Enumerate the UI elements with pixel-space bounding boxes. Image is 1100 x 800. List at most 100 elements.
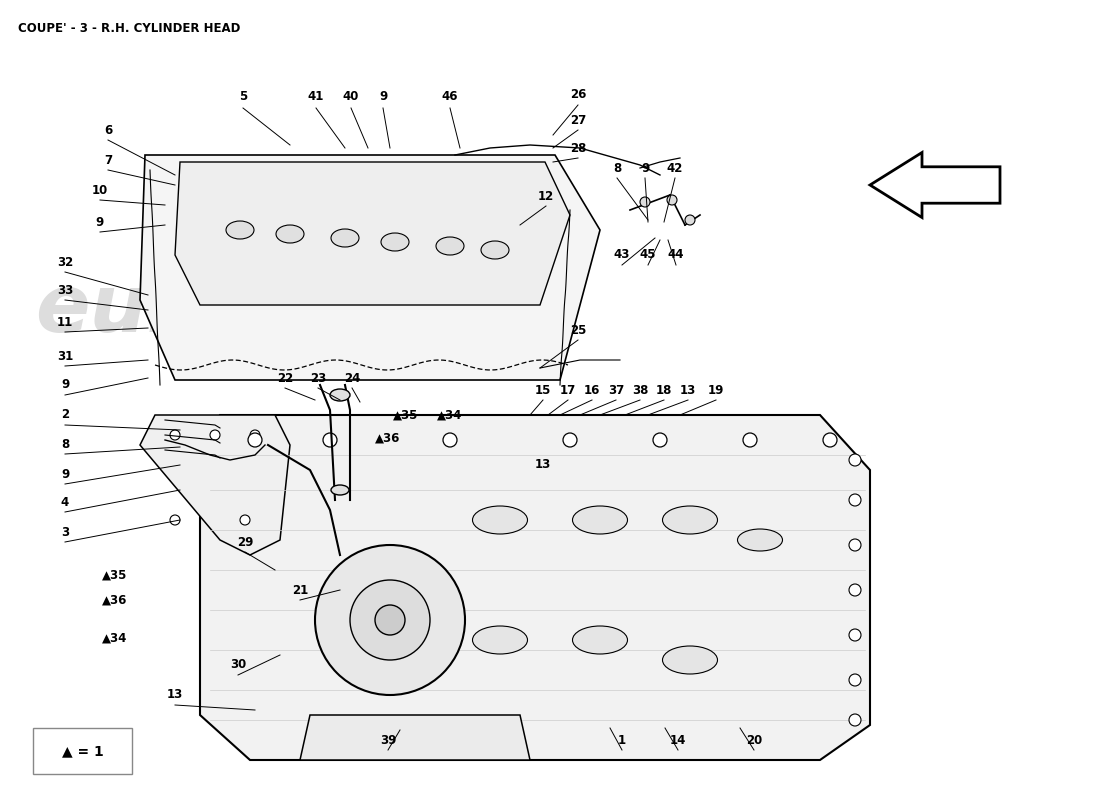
Circle shape: [849, 494, 861, 506]
Text: 5: 5: [239, 90, 248, 103]
Text: eurospares: eurospares: [35, 271, 544, 349]
Polygon shape: [300, 715, 530, 760]
Text: 15: 15: [535, 383, 551, 397]
Circle shape: [849, 454, 861, 466]
Text: 6: 6: [103, 123, 112, 137]
Text: 31: 31: [57, 350, 73, 362]
Text: 25: 25: [570, 323, 586, 337]
Circle shape: [685, 215, 695, 225]
Polygon shape: [140, 415, 290, 555]
Text: eurospares: eurospares: [336, 491, 845, 569]
Circle shape: [849, 714, 861, 726]
Ellipse shape: [226, 221, 254, 239]
Text: COUPE' - 3 - R.H. CYLINDER HEAD: COUPE' - 3 - R.H. CYLINDER HEAD: [18, 22, 241, 35]
Text: ▲35: ▲35: [102, 569, 128, 582]
Text: 2: 2: [60, 409, 69, 422]
Ellipse shape: [436, 237, 464, 255]
Text: 11: 11: [57, 315, 73, 329]
Ellipse shape: [473, 506, 528, 534]
Text: 12: 12: [538, 190, 554, 202]
Text: 18: 18: [656, 383, 672, 397]
Text: 8: 8: [60, 438, 69, 451]
Text: 9: 9: [60, 467, 69, 481]
Text: 7: 7: [103, 154, 112, 166]
Text: 1: 1: [618, 734, 626, 746]
Circle shape: [640, 197, 650, 207]
Circle shape: [849, 584, 861, 596]
Circle shape: [823, 433, 837, 447]
Circle shape: [742, 433, 757, 447]
Text: 39: 39: [379, 734, 396, 746]
Text: 33: 33: [57, 283, 73, 297]
Text: 32: 32: [57, 255, 73, 269]
Text: 40: 40: [343, 90, 360, 103]
Circle shape: [250, 430, 260, 440]
Text: 8: 8: [613, 162, 621, 174]
Polygon shape: [175, 162, 570, 305]
FancyBboxPatch shape: [33, 728, 132, 774]
Text: 38: 38: [631, 383, 648, 397]
Text: 43: 43: [614, 249, 630, 262]
Text: 45: 45: [640, 249, 657, 262]
Text: 29: 29: [236, 535, 253, 549]
Text: 9: 9: [641, 162, 649, 174]
Ellipse shape: [662, 646, 717, 674]
Circle shape: [849, 674, 861, 686]
Ellipse shape: [330, 389, 350, 401]
Text: 21: 21: [292, 583, 308, 597]
Text: 37: 37: [608, 383, 624, 397]
Text: ▲36: ▲36: [102, 594, 128, 606]
Text: 10: 10: [92, 183, 108, 197]
Text: 20: 20: [746, 734, 762, 746]
Ellipse shape: [331, 485, 349, 495]
Circle shape: [443, 433, 456, 447]
Text: 24: 24: [344, 371, 360, 385]
Polygon shape: [200, 415, 870, 760]
Circle shape: [210, 430, 220, 440]
Text: 19: 19: [707, 383, 724, 397]
Text: 46: 46: [442, 90, 459, 103]
Text: ▲34: ▲34: [438, 409, 463, 422]
Circle shape: [667, 195, 676, 205]
Ellipse shape: [572, 506, 627, 534]
Circle shape: [849, 629, 861, 641]
Circle shape: [653, 433, 667, 447]
Text: 3: 3: [60, 526, 69, 538]
Text: 9: 9: [60, 378, 69, 391]
Ellipse shape: [481, 241, 509, 259]
Ellipse shape: [381, 233, 409, 251]
Circle shape: [375, 605, 405, 635]
Ellipse shape: [572, 626, 627, 654]
Text: ▲35: ▲35: [394, 409, 419, 422]
Text: 9: 9: [96, 215, 104, 229]
Circle shape: [240, 515, 250, 525]
Polygon shape: [140, 155, 600, 380]
Text: 13: 13: [680, 383, 696, 397]
Circle shape: [170, 515, 180, 525]
Text: 14: 14: [670, 734, 686, 746]
Circle shape: [323, 433, 337, 447]
Ellipse shape: [473, 626, 528, 654]
Text: 42: 42: [667, 162, 683, 174]
Ellipse shape: [737, 529, 782, 551]
Circle shape: [350, 580, 430, 660]
Text: ▲34: ▲34: [102, 631, 128, 645]
Text: 17: 17: [560, 383, 576, 397]
Text: 16: 16: [584, 383, 601, 397]
Circle shape: [248, 433, 262, 447]
Text: 26: 26: [570, 89, 586, 102]
Circle shape: [315, 545, 465, 695]
Text: ▲36: ▲36: [375, 431, 400, 445]
Text: 22: 22: [277, 371, 293, 385]
Text: 9: 9: [378, 90, 387, 103]
Text: 28: 28: [570, 142, 586, 154]
Circle shape: [170, 430, 180, 440]
Ellipse shape: [331, 229, 359, 247]
Text: 41: 41: [308, 90, 324, 103]
Text: 44: 44: [668, 249, 684, 262]
Polygon shape: [870, 153, 1000, 218]
Circle shape: [563, 433, 578, 447]
Text: 23: 23: [310, 371, 326, 385]
Circle shape: [849, 539, 861, 551]
Ellipse shape: [276, 225, 304, 243]
